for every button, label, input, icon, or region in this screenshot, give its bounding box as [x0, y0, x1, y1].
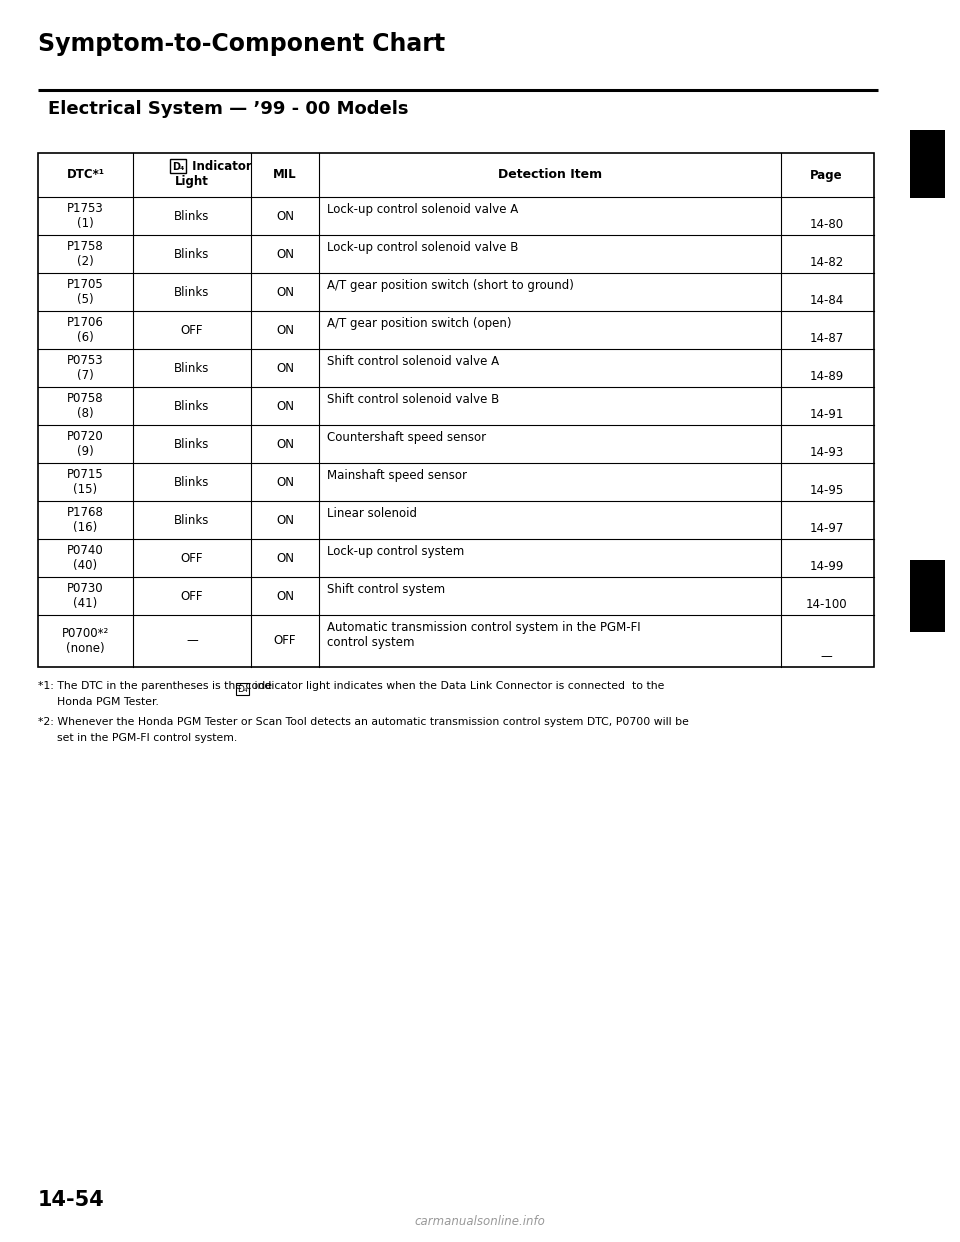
Text: ON: ON [276, 476, 294, 488]
Text: Indicator: Indicator [188, 160, 252, 174]
Text: Detection Item: Detection Item [498, 169, 602, 181]
Text: Shift control system: Shift control system [327, 582, 445, 596]
Text: P0753
(7): P0753 (7) [67, 354, 104, 383]
Text: P0720
(9): P0720 (9) [67, 430, 104, 458]
Text: P0740
(40): P0740 (40) [67, 544, 104, 573]
Text: 14-97: 14-97 [809, 523, 844, 535]
Text: ON: ON [276, 361, 294, 375]
Text: 14-82: 14-82 [809, 257, 844, 270]
Bar [38, 153, 874, 667]
Text: P1706
(6): P1706 (6) [67, 315, 104, 344]
Text: *1: The DTC in the parentheses is the code: *1: The DTC in the parentheses is the co… [38, 681, 276, 691]
Text: Shift control solenoid valve A: Shift control solenoid valve A [327, 355, 499, 368]
Text: indicator light indicates when the Data Link Connector is connected  to the: indicator light indicates when the Data … [251, 681, 664, 691]
Bar [236, 683, 249, 696]
Text: —: — [821, 651, 832, 663]
Text: P1753
(1): P1753 (1) [67, 202, 104, 230]
Text: OFF: OFF [180, 323, 204, 337]
Text: Blinks: Blinks [175, 286, 209, 298]
Text: Lock-up control solenoid valve A: Lock-up control solenoid valve A [327, 202, 518, 216]
Text: ON: ON [276, 551, 294, 565]
Text: ON: ON [276, 210, 294, 222]
Text: Linear solenoid: Linear solenoid [327, 507, 417, 520]
Bar [170, 159, 186, 173]
Text: 14-80: 14-80 [809, 219, 844, 231]
Text: P1768
(16): P1768 (16) [67, 505, 104, 534]
Text: Blinks: Blinks [175, 476, 209, 488]
Text: OFF: OFF [180, 590, 204, 602]
Text: OFF: OFF [274, 635, 297, 647]
Text: *2: Whenever the Honda PGM Tester or Scan Tool detects an automatic transmission: *2: Whenever the Honda PGM Tester or Sca… [38, 717, 689, 727]
Text: 14-91: 14-91 [809, 409, 844, 421]
Text: P1758
(2): P1758 (2) [67, 240, 104, 268]
Text: —: — [186, 635, 198, 647]
Text: carmanualsonline.info: carmanualsonline.info [415, 1215, 545, 1228]
Text: Symptom-to-Component Chart: Symptom-to-Component Chart [38, 32, 445, 56]
Text: 14-87: 14-87 [809, 333, 844, 345]
Text: D₄: D₄ [237, 684, 248, 693]
Text: P0715
(15): P0715 (15) [67, 468, 104, 496]
Text: Blinks: Blinks [175, 247, 209, 261]
Text: 14-93: 14-93 [809, 447, 844, 460]
Text: 14-100: 14-100 [805, 599, 848, 611]
Text: set in the PGM-FI control system.: set in the PGM-FI control system. [57, 733, 237, 743]
Text: 14-95: 14-95 [809, 484, 844, 498]
Text: ON: ON [276, 286, 294, 298]
Text: Automatic transmission control system in the PGM-FI
control system: Automatic transmission control system in… [327, 621, 640, 650]
Text: Light: Light [175, 175, 209, 189]
Text: A/T gear position switch (short to ground): A/T gear position switch (short to groun… [327, 279, 574, 292]
Text: Lock-up control solenoid valve B: Lock-up control solenoid valve B [327, 241, 518, 255]
Text: Mainshaft speed sensor: Mainshaft speed sensor [327, 469, 467, 482]
Text: 14-54: 14-54 [38, 1190, 105, 1210]
Text: A/T gear position switch (open): A/T gear position switch (open) [327, 317, 512, 330]
Text: Shift control solenoid valve B: Shift control solenoid valve B [327, 392, 499, 406]
Text: ON: ON [276, 437, 294, 451]
Text: Page: Page [810, 169, 843, 181]
Text: ON: ON [276, 590, 294, 602]
Text: P0700*²
(none): P0700*² (none) [61, 627, 109, 655]
Text: 14-84: 14-84 [809, 294, 844, 308]
Text: P1705
(5): P1705 (5) [67, 278, 104, 306]
Text: Honda PGM Tester.: Honda PGM Tester. [57, 697, 158, 707]
Wedge shape [893, 579, 910, 614]
Text: ON: ON [276, 323, 294, 337]
Text: MIL: MIL [274, 169, 297, 181]
Text: P0758
(8): P0758 (8) [67, 392, 104, 420]
Text: Blinks: Blinks [175, 400, 209, 412]
Bar [910, 560, 945, 632]
Text: ON: ON [276, 247, 294, 261]
Text: 14-89: 14-89 [809, 370, 844, 384]
Text: Countershaft speed sensor: Countershaft speed sensor [327, 431, 486, 443]
Text: Blinks: Blinks [175, 437, 209, 451]
Text: Lock-up control system: Lock-up control system [327, 545, 465, 558]
Text: P0730
(41): P0730 (41) [67, 582, 104, 610]
Text: ON: ON [276, 513, 294, 527]
Text: ON: ON [276, 400, 294, 412]
Text: 14-99: 14-99 [809, 560, 844, 574]
Text: Blinks: Blinks [175, 361, 209, 375]
Text: DTC*¹: DTC*¹ [66, 169, 105, 181]
Text: Electrical System — ’99 - 00 Models: Electrical System — ’99 - 00 Models [48, 101, 409, 118]
Text: D₄: D₄ [172, 161, 184, 171]
Text: Blinks: Blinks [175, 513, 209, 527]
Text: OFF: OFF [180, 551, 204, 565]
Bar [910, 130, 945, 197]
Text: Blinks: Blinks [175, 210, 209, 222]
Wedge shape [896, 150, 910, 178]
